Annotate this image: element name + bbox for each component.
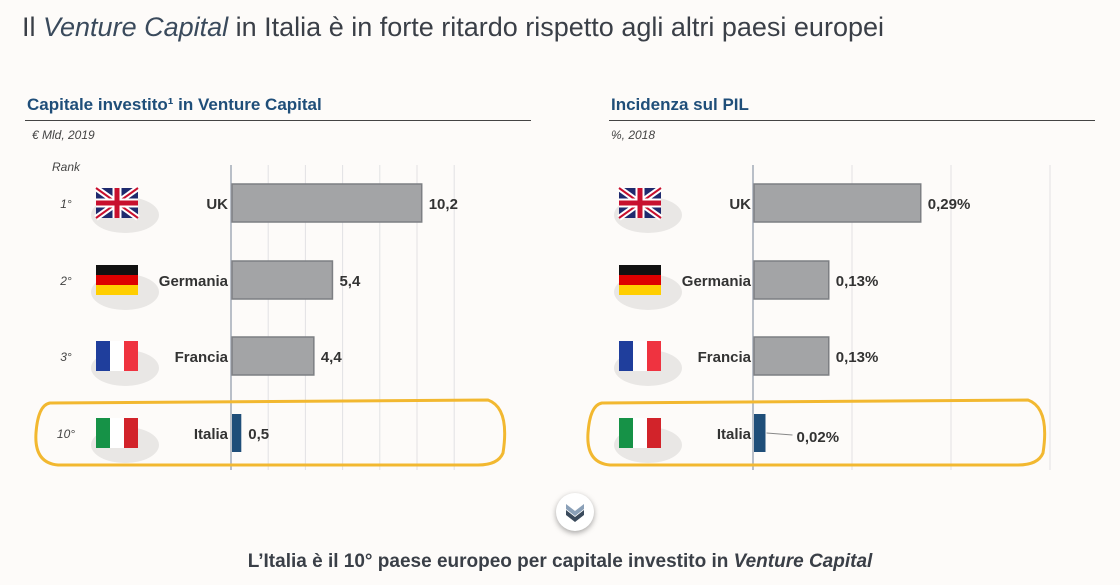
data-label: 0,5 <box>248 426 269 443</box>
rank-label: 1° <box>60 197 72 211</box>
leader-line <box>766 432 793 436</box>
category-label: Germania <box>682 273 752 290</box>
bar <box>231 183 423 223</box>
data-label: 0,13% <box>836 349 879 366</box>
data-label: 10,2 <box>429 196 458 213</box>
rank-header: Rank <box>52 160 81 174</box>
left-divider <box>25 120 531 121</box>
flag-icon <box>96 265 138 295</box>
left-unit: € Mld, 2019 <box>32 128 95 142</box>
category-label: Italia <box>194 426 229 443</box>
category-label: UK <box>729 196 751 213</box>
bar <box>753 183 922 223</box>
flag-icon <box>619 265 661 295</box>
flag-icon <box>94 185 140 221</box>
category-label: Germania <box>159 273 229 290</box>
slide-title: Il Venture Capital in Italia è in forte … <box>22 12 884 42</box>
bar <box>232 414 242 452</box>
data-label: 0,13% <box>836 273 879 290</box>
rank-label: 10° <box>57 427 75 441</box>
right-chart-title: Incidenza sul PIL <box>611 95 749 114</box>
flag-icon <box>619 418 661 448</box>
right-divider <box>609 120 1095 121</box>
data-label: 4,4 <box>321 349 343 366</box>
rank-label: 2° <box>59 274 72 288</box>
bar <box>753 260 830 300</box>
flag-icon <box>96 418 138 448</box>
right-unit: %, 2018 <box>611 128 656 142</box>
left-chart-title: Capitale investito¹ in Venture Capital <box>27 95 322 114</box>
double-chevron-down-icon <box>566 504 584 522</box>
rank-label: 3° <box>60 350 72 364</box>
bar <box>231 336 315 376</box>
highlight-circle <box>586 398 1047 467</box>
bar <box>753 336 830 376</box>
scroll-down-button[interactable] <box>556 493 594 531</box>
bar <box>754 414 766 452</box>
category-label: Italia <box>717 426 752 443</box>
bar <box>231 260 334 300</box>
data-label: 0,02% <box>797 429 840 446</box>
category-label: Francia <box>175 349 229 366</box>
highlight-circle <box>34 398 507 467</box>
flag-icon <box>617 185 663 221</box>
conclusion-text: L’Italia è il 10° paese europeo per capi… <box>247 551 873 572</box>
data-label: 5,4 <box>339 273 361 290</box>
category-label: UK <box>206 196 228 213</box>
flag-icon <box>96 341 138 371</box>
category-label: Francia <box>698 349 752 366</box>
data-label: 0,29% <box>928 196 971 213</box>
flag-icon <box>619 341 661 371</box>
